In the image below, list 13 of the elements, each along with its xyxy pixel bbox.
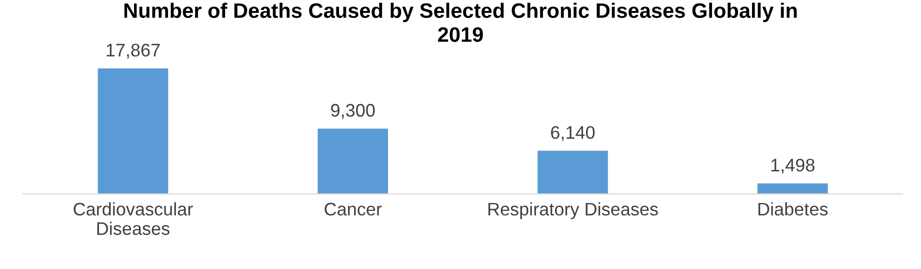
- data-label: 1,498: [771, 158, 814, 174]
- bar: [757, 183, 828, 194]
- x-tick-label: Cardiovascular Diseases: [74, 202, 193, 235]
- chart-title: Number of Deaths Caused by Selected Chronic Diseases Globally in 2019: [124, 2, 797, 42]
- bar: [318, 128, 388, 194]
- bar: [98, 68, 168, 194]
- data-label: 6,140: [551, 126, 595, 142]
- bar: [538, 150, 608, 194]
- data-label: 9,300: [331, 104, 375, 119]
- data-label: 17,867: [106, 44, 160, 59]
- x-tick-label: Cancer: [324, 202, 382, 216]
- x-tick-label: Respiratory Diseases: [488, 202, 658, 220]
- x-tick-label: Diabetes: [758, 202, 828, 216]
